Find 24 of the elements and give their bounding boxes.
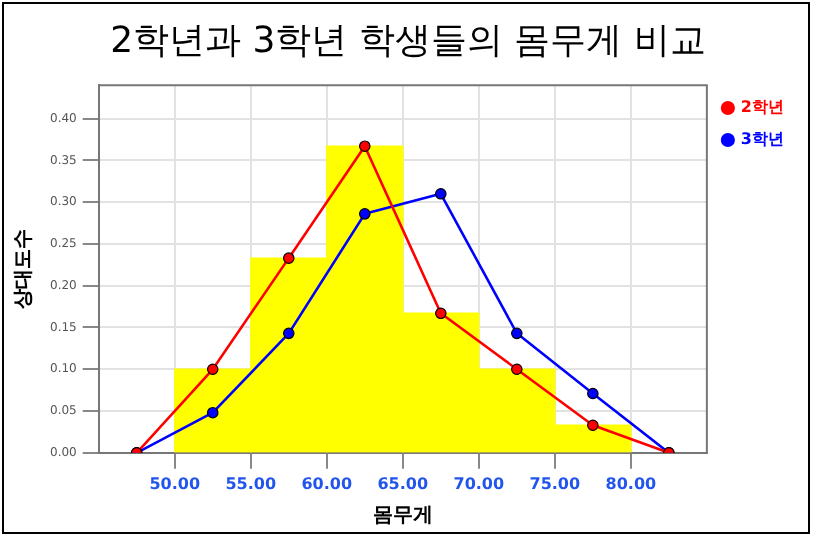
point bbox=[282, 327, 295, 340]
point bbox=[358, 208, 371, 220]
point bbox=[435, 188, 447, 200]
point bbox=[511, 363, 523, 376]
point bbox=[511, 327, 523, 340]
x-tick-label: 50.00 bbox=[149, 474, 201, 493]
chart-title: 2학년과 3학년 학생들의 몸무게 비교 bbox=[108, 18, 708, 64]
x-tick-label: 75.00 bbox=[529, 474, 581, 493]
point bbox=[206, 406, 219, 419]
x-tick-label: 55.00 bbox=[225, 474, 277, 493]
x-tick-label: 60.00 bbox=[301, 474, 353, 493]
x-tick-label: 65.00 bbox=[377, 474, 429, 493]
x-tick-label: 70.00 bbox=[453, 474, 505, 493]
legend-label: 2학년 bbox=[740, 98, 785, 117]
point bbox=[358, 140, 371, 152]
point bbox=[587, 419, 599, 432]
x-tick-label: 80.00 bbox=[605, 474, 658, 493]
legend-label: 3학년 bbox=[740, 130, 785, 149]
point bbox=[206, 363, 219, 376]
point bbox=[282, 252, 295, 264]
point bbox=[435, 307, 447, 320]
point bbox=[587, 387, 599, 400]
y-axis-title: 상대도수 bbox=[13, 229, 36, 309]
x-axis-title: 몸무게 bbox=[372, 505, 433, 528]
